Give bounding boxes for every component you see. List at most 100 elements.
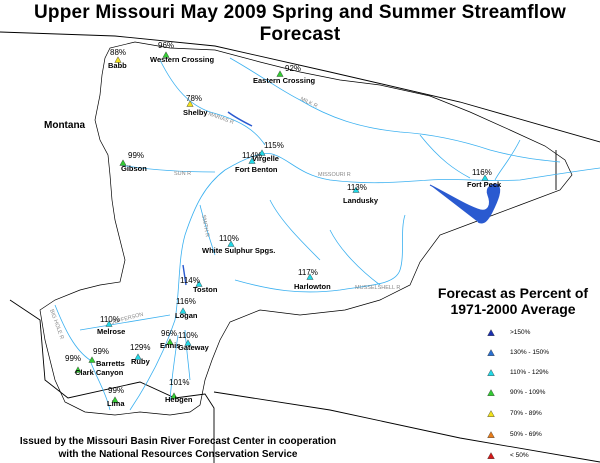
site-marker-virgelle [258,149,266,156]
milk-river [229,57,561,163]
legend-title-line1: Forecast as Percent of [437,285,589,301]
river-label-musselshell: MUSSELSHELL R [355,285,400,291]
site-marker-landusky [352,186,360,193]
site-percent: 101% [169,378,189,387]
site-name: Babb [108,61,127,70]
site-marker-toston [195,280,203,287]
legend-triangle-icon [487,349,495,356]
smith-river [199,204,216,256]
site-marker-logan [179,307,187,314]
site-percent: 114% [242,151,262,160]
site-marker-harlowton [306,273,314,280]
site-name: Lima [107,399,125,408]
site-name: Ruby [131,357,151,366]
site-percent: 110% [219,234,239,243]
site-marker-barretts [88,356,96,363]
site-marker-eastern-crossing [276,70,284,77]
site-marker-clark-canyon [74,366,82,373]
madison-river [169,334,179,401]
legend-triangle-icon [487,410,495,417]
site-name: Gateway [178,343,210,352]
rivers [54,57,600,411]
site-name: Hebgen [165,395,193,404]
legend-label: 90% - 109% [510,389,546,396]
site-marker-babb [114,56,122,63]
canada-border [0,31,600,143]
marias-river [159,59,266,146]
site-percent: 129% [130,343,150,352]
state-boundaries [0,31,600,463]
tiber-reservoir [227,111,253,127]
basin-outline [39,41,573,416]
site-name: Harlowton [294,282,331,291]
legend-label: 70% - 89% [510,410,542,417]
site-name: Eastern Crossing [253,76,316,85]
legend-triangle-icon [487,452,495,459]
north-tributaries [419,134,521,181]
footer-credit: Issued by the Missouri Basin River Forec… [8,435,348,461]
legend-title: Forecast as Percent of 1971-2000 Average [428,285,598,317]
canyon-ferry-reservoir [182,264,187,286]
legend-triangle-icon [487,369,495,376]
footer-line1: Issued by the Missouri Basin River Forec… [19,436,337,447]
fort-peck-reservoir [429,183,501,224]
site-name: Toston [193,285,218,294]
site-percent: 99% [128,151,144,160]
site-marker-melrose [105,320,113,327]
site-percent: 99% [108,386,124,395]
site-marker-hebgen [170,392,178,399]
site-name: Virgelle [252,154,279,163]
site-percent: 116% [176,297,196,306]
legend-label: < 50% [510,452,529,459]
site-percent: 96% [158,41,174,50]
site-marker-shelby [186,100,194,107]
site-marker-white-sulphur-spgs- [227,240,235,247]
musselshell-river [234,214,406,293]
site-marker-gibson [119,159,127,166]
site-marker-gateway [184,339,192,346]
legend-label: >150% [510,329,531,336]
river-label-smith: SMITH R [200,214,210,237]
site-percent: 113% [347,183,367,192]
site-name: Ennis [160,341,180,350]
river-label-milk: MILK R [299,96,318,109]
site-percent: 116% [472,168,492,177]
river-label-big-hole: BIG HOLE R [48,309,64,341]
legend-triangle-icon [487,329,495,336]
site-name: Barretts [96,359,125,368]
legend-label: 110% - 129% [510,369,549,376]
site-percent: 92% [285,64,301,73]
gallatin-river [184,329,191,381]
site-percent: 96% [161,329,177,338]
river-label-missouri: MISSOURI R [318,172,351,178]
site-name: Logan [175,311,198,320]
legend-triangle-icon [487,389,495,396]
footer-line2: with the National Resources Conservation… [58,449,298,460]
site-name: Fort Benton [235,165,278,174]
site-marker-fort-benton [248,157,256,164]
site-percent: 99% [93,347,109,356]
legend-label: 50% - 69% [510,431,542,438]
site-percent: 110% [100,315,120,324]
map-title: Upper Missouri May 2009 Spring and Summe… [34,2,566,45]
site-name: Clark Canyon [75,368,124,377]
legend-title-line2: 1971-2000 Average [450,301,576,317]
river-label-sun: SUN R [174,171,191,177]
legend-triangle-icon [487,431,495,438]
site-percent: 110% [178,331,198,340]
site-percent: 115% [264,141,284,150]
site-name: Western Crossing [150,55,214,64]
wyoming-border [213,391,600,463]
site-percent: 114% [180,276,200,285]
idaho-border [9,299,215,463]
state-label: Montana [44,120,86,131]
river-labels: MISSOURI R SUN R MILK R MUSSELSHELL R MA… [48,96,400,340]
south-tributaries [269,199,381,286]
site-percent: 88% [110,48,126,57]
site-name: Shelby [183,108,208,117]
site-marker-fort-peck [481,174,489,181]
site-name: White Sulphur Spgs. [202,246,275,255]
site-name: Landusky [343,196,379,205]
site-marker-ennis [166,338,174,345]
